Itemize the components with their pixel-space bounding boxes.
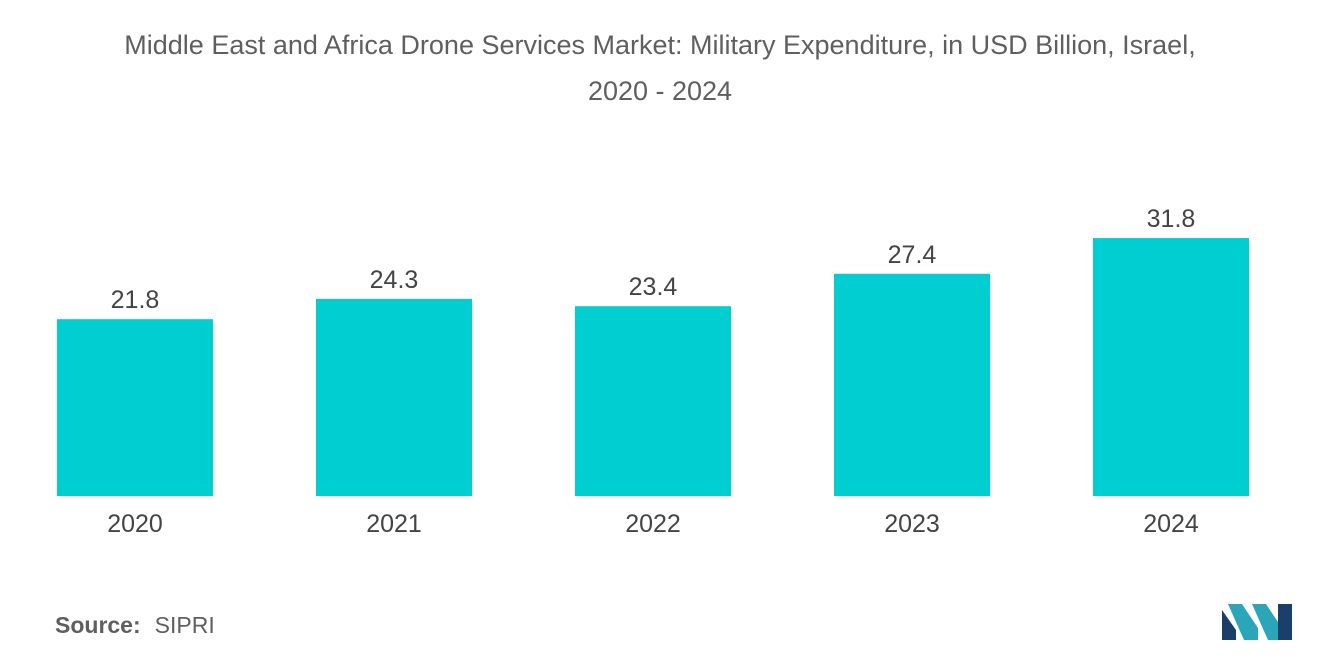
bar-2023 [834,273,990,496]
bar-2022 [575,306,731,496]
bar-chart: 21.8 2020 24.3 2021 23.4 2022 27.4 2023 31.8 2024 [57,205,1249,538]
mordor-intelligence-logo-icon [1222,604,1292,640]
source-note: Source: SIPRI [55,612,215,639]
value-label-2021: 24.3 [370,266,419,294]
logo-shape-3 [1252,604,1282,640]
chart-title-line-1: Middle East and Africa Drone Services Ma… [124,30,1196,60]
source-label: Source: [55,612,141,638]
x-tick-label-2024: 2024 [1143,510,1199,538]
value-label-2020: 21.8 [111,286,160,314]
logo-shape-2 [1228,604,1258,640]
chart-title-line-2: 2020 - 2024 [587,76,733,106]
logo-shape-4 [1278,604,1292,640]
bar-2020 [57,319,213,496]
x-tick-label-2021: 2021 [366,510,422,538]
x-tick-label-2022: 2022 [625,510,681,538]
x-tick-label-2020: 2020 [107,510,163,538]
source-value: SIPRI [154,612,215,638]
bar-2024 [1093,238,1249,497]
value-label-2023: 27.4 [888,241,937,269]
x-tick-label-2023: 2023 [884,510,940,538]
chart-title: Middle East and Africa Drone Services Ma… [0,22,1320,114]
value-label-2022: 23.4 [629,273,678,301]
bar-2021 [316,298,472,496]
logo-shape-1 [1222,610,1236,640]
value-label-2024: 31.8 [1147,205,1196,233]
